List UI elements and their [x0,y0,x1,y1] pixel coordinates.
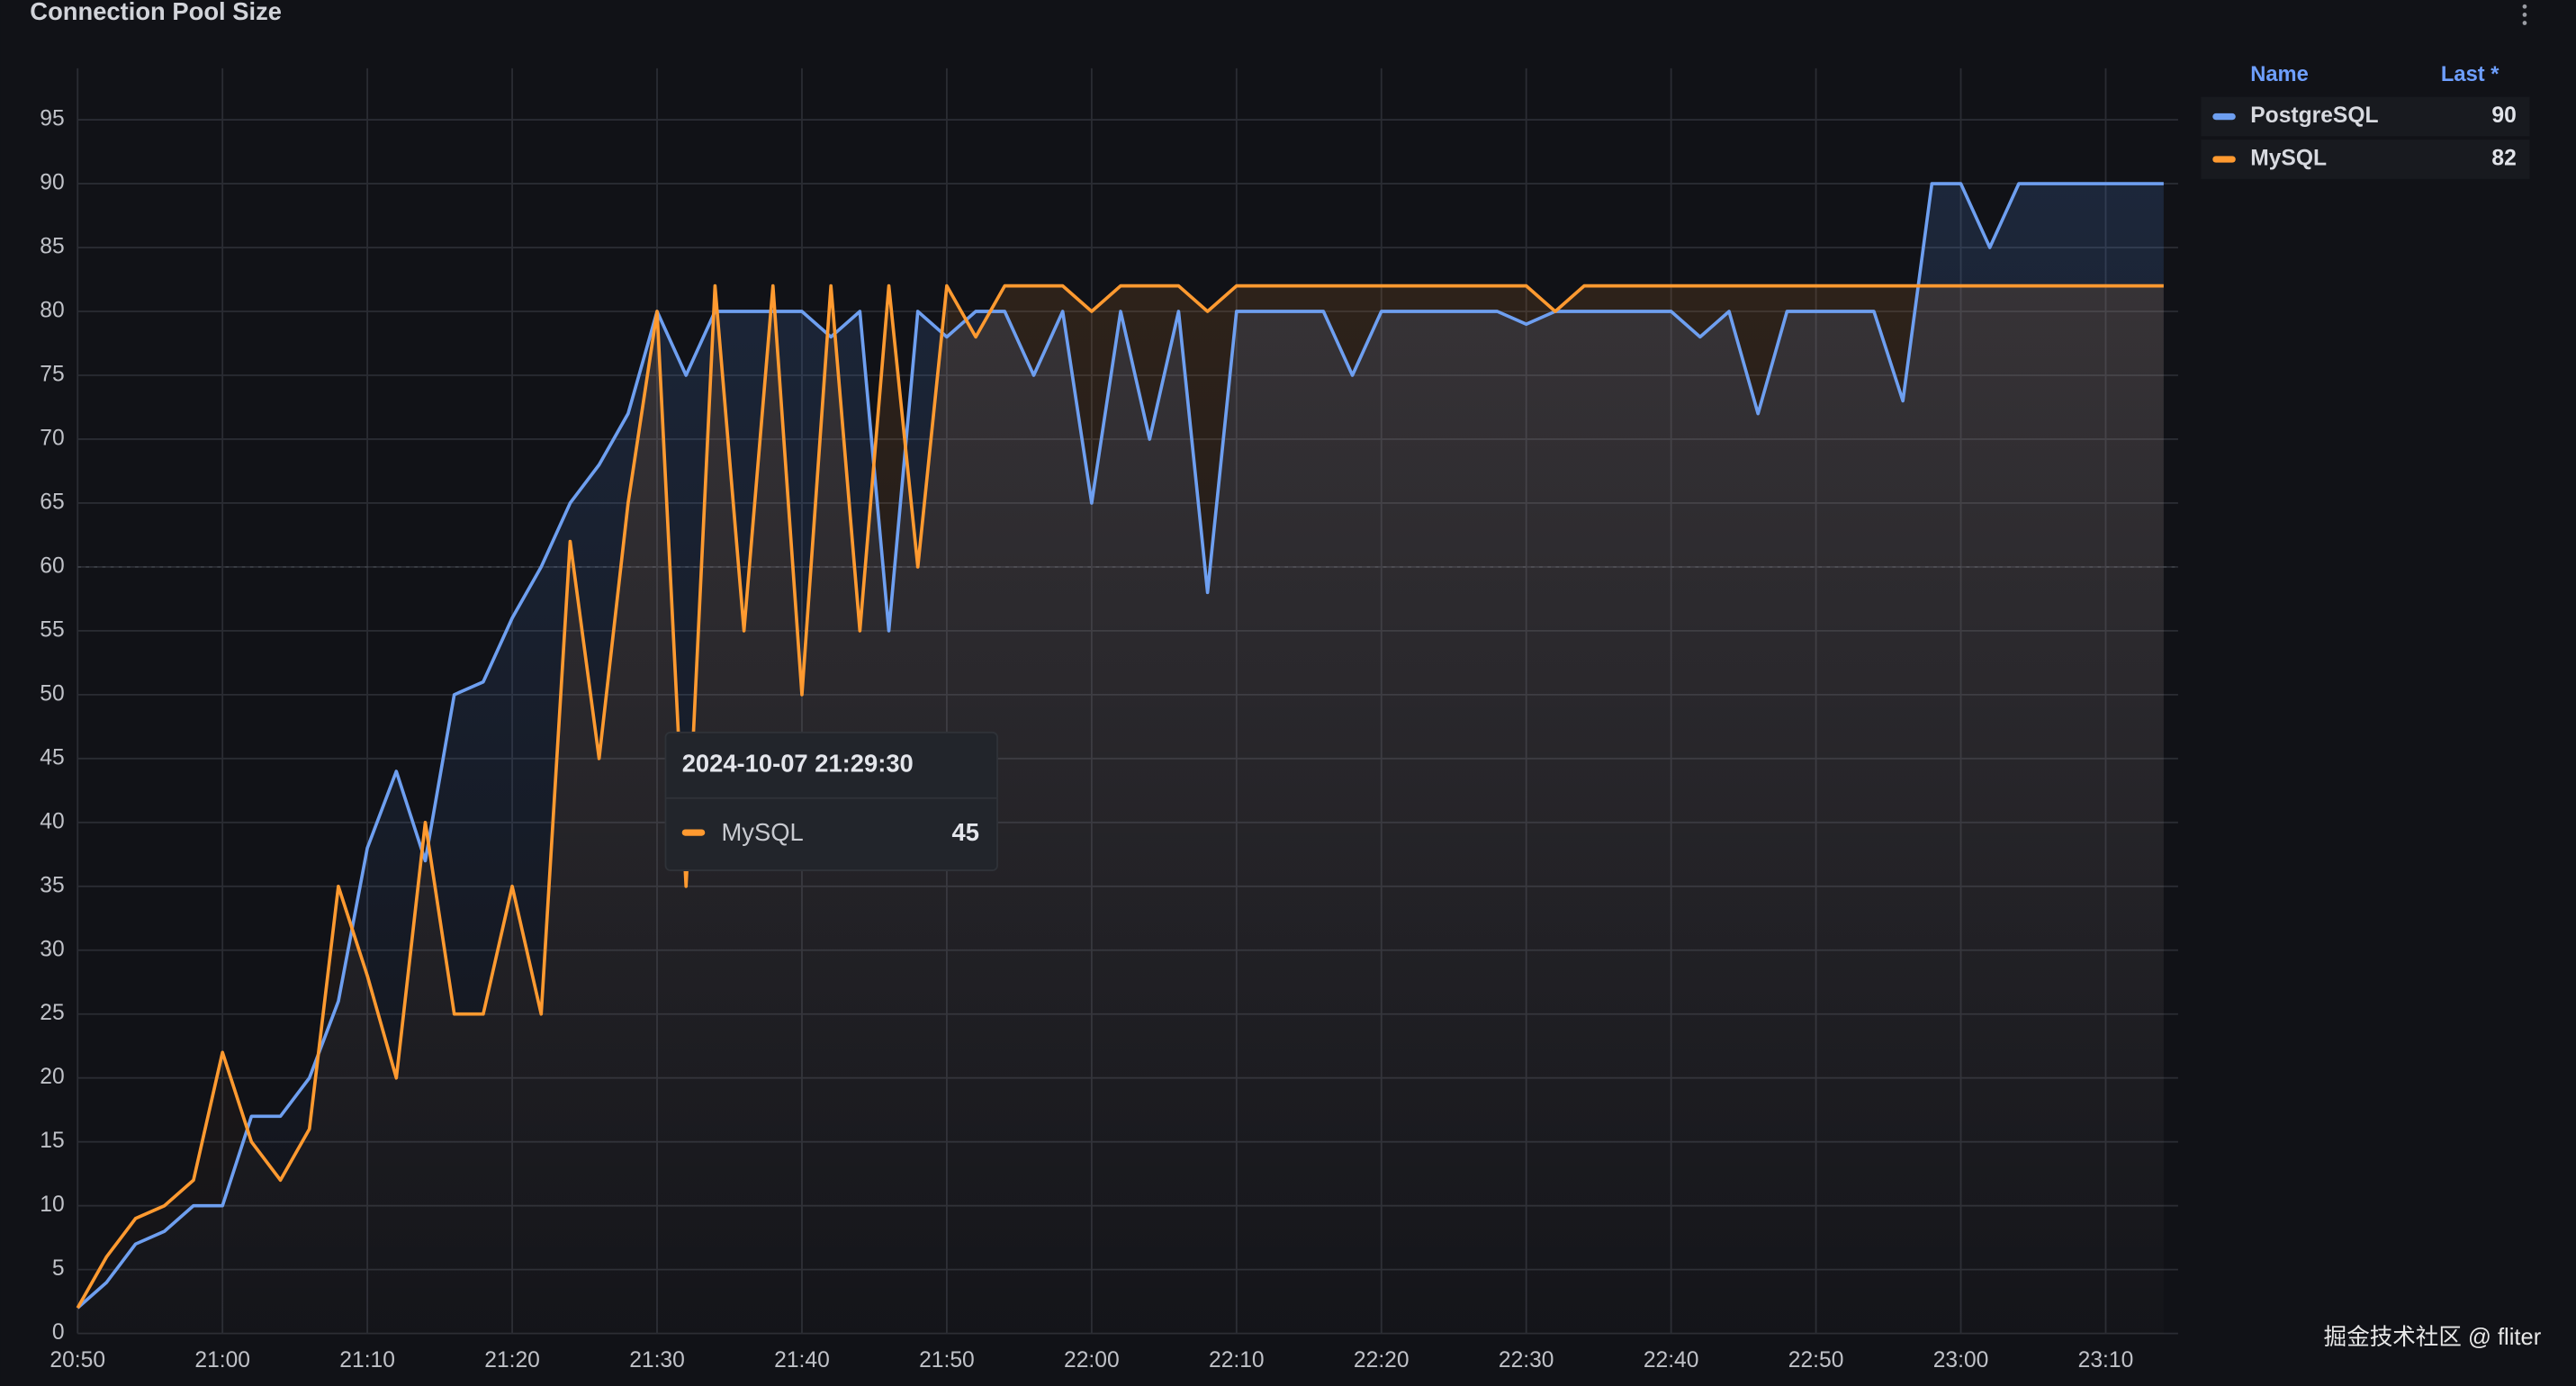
x-tick-label: 21:40 [774,1348,830,1372]
y-tick-label: 40 [40,809,64,833]
x-tick-label: 22:00 [1064,1348,1120,1372]
x-tick-label: 23:00 [1933,1348,1989,1372]
y-tick-label: 55 [40,617,64,642]
x-tick-label: 20:50 [50,1348,105,1372]
x-tick-label: 21:50 [919,1348,975,1372]
tooltip: 2024-10-07 21:29:30 MySQL 45 [664,731,998,871]
y-tick-label: 35 [40,873,64,897]
y-tick-label: 0 [52,1320,65,1345]
y-tick-label: 5 [52,1256,65,1281]
tooltip-series: MySQL [721,818,803,846]
x-tick-label: 21:20 [484,1348,540,1372]
x-tick-label: 21:00 [194,1348,250,1372]
y-tick-label: 45 [40,745,64,770]
legend-swatch [2212,156,2236,163]
legend-name[interactable]: PostgreSQL [2250,104,2378,128]
x-tick-label: 22:20 [1354,1348,1410,1372]
y-tick-label: 30 [40,937,64,961]
y-tick-label: 90 [40,171,64,195]
legend-header-name[interactable]: Name [2250,63,2309,86]
y-tick-label: 85 [40,235,64,259]
x-tick-label: 23:10 [2078,1348,2134,1372]
x-tick-label: 21:30 [629,1348,685,1372]
legend-name[interactable]: MySQL [2250,146,2327,170]
x-tick-label: 21:10 [339,1348,395,1372]
legend-value: 82 [2491,146,2516,170]
y-tick-label: 10 [40,1192,64,1217]
watermark: 掘金技术社区 @ fliter [2324,1325,2542,1350]
legend-swatch [2212,112,2236,121]
y-tick-label: 75 [40,362,64,386]
x-tick-label: 22:40 [1644,1348,1699,1372]
legend-value: 90 [2491,104,2516,128]
y-tick-label: 20 [40,1065,64,1089]
y-tick-label: 80 [40,299,64,323]
tooltip-swatch [681,829,706,836]
x-tick-label: 22:50 [1788,1348,1844,1372]
legend-row-bg [2201,140,2530,179]
series-area [77,285,2164,1334]
series-line [76,284,2164,1310]
tooltip-value: 45 [952,818,979,846]
tooltip-box [664,731,998,871]
legend-row-bg [2201,96,2530,137]
panel-title: Connection Pool Size [30,0,282,25]
y-tick-label: 60 [40,554,64,578]
y-tick-label: 70 [40,426,64,450]
tooltip-time: 2024-10-07 21:29:30 [682,750,914,778]
x-tick-label: 22:10 [1209,1348,1265,1372]
series-line [77,182,2164,1310]
x-tick-label: 22:30 [1499,1348,1554,1372]
y-tick-label: 25 [40,1001,64,1025]
legend-header-value[interactable]: Last * [2441,63,2499,86]
y-tick-label: 50 [40,681,64,706]
y-tick-label: 15 [40,1129,64,1153]
y-tick-label: 65 [40,490,64,514]
y-tick-label: 95 [40,107,64,131]
panel-menu[interactable] [2522,4,2527,25]
